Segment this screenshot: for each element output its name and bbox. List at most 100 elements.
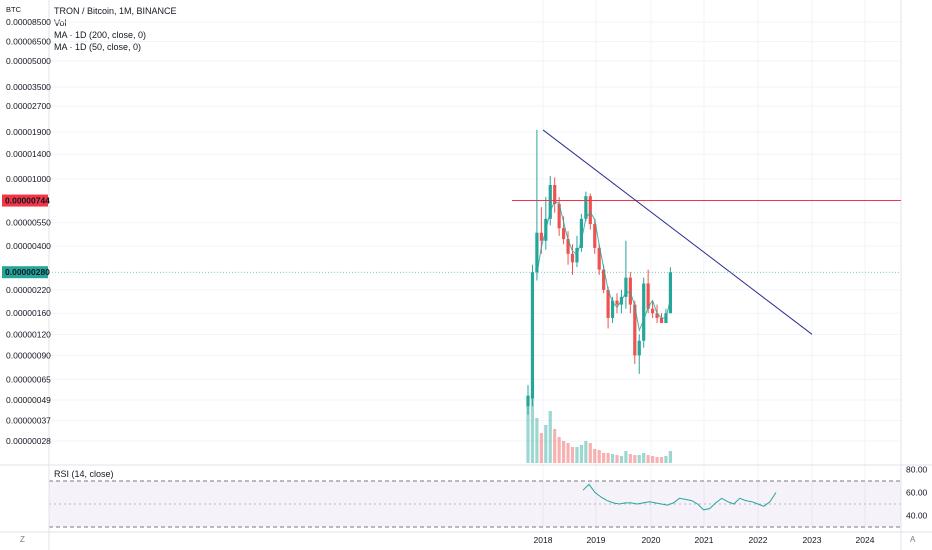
volume-bar	[624, 451, 628, 463]
volume-bar	[588, 443, 592, 463]
price-tick-label: 0.00002700	[6, 101, 51, 111]
volume-bar	[566, 443, 570, 463]
candle-body	[562, 228, 566, 240]
volume-bar	[664, 456, 668, 463]
price-tick-label: 0.00000400	[6, 241, 51, 251]
rsi-line	[582, 483, 777, 511]
candle-body	[575, 247, 579, 263]
volume-bar	[539, 433, 543, 463]
candle-body	[668, 272, 672, 314]
candles	[526, 129, 672, 415]
volume-bar	[575, 447, 579, 463]
volume-bar	[646, 455, 650, 463]
price-tick-label: 0.00005000	[6, 56, 51, 66]
volume-bar	[610, 454, 615, 463]
candle-body	[659, 317, 664, 324]
volume-bar	[628, 454, 632, 463]
rsi-tick-label: 80.00	[906, 465, 928, 475]
price-tick-label: 0.00000550	[6, 218, 51, 228]
candle-body	[610, 300, 615, 318]
descending-trendline[interactable]	[542, 129, 813, 335]
time-tick-label: 2019	[587, 535, 606, 545]
moving-average-line	[536, 200, 671, 333]
price-tick-label: 0.00001000	[6, 174, 51, 184]
currency-label: BTC	[6, 5, 21, 14]
candle-body	[646, 283, 650, 309]
volume-bar	[570, 447, 575, 463]
rsi-indicator-label[interactable]: RSI (14, close)	[54, 469, 114, 479]
volume-bar	[530, 393, 535, 463]
volume-bar	[557, 437, 561, 463]
price-tick-label: 0.00000120	[6, 329, 51, 339]
volume-bar	[655, 457, 659, 463]
volume-bar	[642, 453, 646, 463]
price-tick-label: 0.00000065	[6, 374, 51, 384]
price-tick-label: 0.00000160	[6, 308, 51, 318]
candle-body	[602, 269, 606, 290]
candle-body	[593, 224, 597, 248]
candle-body	[579, 218, 583, 248]
price-tick-label: 0.00000028	[6, 436, 51, 446]
candle-body	[570, 253, 575, 263]
candle-body	[642, 283, 646, 341]
volume-bar	[659, 457, 664, 463]
time-tick-label: 2018	[534, 535, 553, 545]
time-tick-label: 2024	[856, 535, 875, 545]
candle-body	[553, 184, 557, 204]
time-axis[interactable]: 2018 2019 2020 2021 2022 2023 2024	[534, 535, 875, 545]
candle-body	[566, 239, 570, 254]
time-tick-label: 2022	[749, 535, 768, 545]
candle-body	[584, 196, 588, 219]
price-tag-label: 0.00000744	[5, 196, 50, 206]
candle-body	[539, 232, 543, 241]
time-tick-label: 2020	[642, 535, 661, 545]
volume-bar	[544, 425, 548, 463]
volume-bar	[637, 455, 641, 463]
price-tick-label: 0.00000090	[6, 350, 51, 360]
ma50-indicator-label[interactable]: MA · 1D (50, close, 0)	[54, 42, 142, 52]
volume-bar	[579, 445, 583, 463]
price-tick-label: 0.00000049	[6, 395, 51, 405]
price-tick-label: 0.00001900	[6, 127, 51, 137]
chart-legend: TRON / Bitcoin, 1M, BINANCE Vol MA · 1D …	[54, 5, 177, 53]
volume-indicator-label[interactable]: Vol	[54, 18, 67, 28]
rsi-tick-label: 60.00	[906, 488, 928, 498]
volume-bar	[606, 453, 610, 463]
price-tick-label: 0.00001400	[6, 149, 51, 159]
volume-bar	[548, 411, 552, 463]
candle-body	[548, 184, 552, 219]
price-tag-label: 0.00000280	[5, 267, 50, 277]
price-axis[interactable]: 0.00008500 0.00006500 0.00005000 0.00003500…	[6, 17, 51, 446]
candle-body	[526, 395, 530, 407]
candle-body	[557, 203, 561, 229]
price-tag-box	[2, 266, 48, 279]
volume-bar	[651, 456, 655, 463]
rsi-axis: 80.00 60.00 40.00	[906, 465, 928, 521]
volume-bars	[526, 393, 672, 463]
auto-scale-button[interactable]: A	[910, 535, 916, 544]
candle-body	[615, 300, 619, 305]
candle-body	[606, 289, 610, 318]
candle-body	[588, 196, 592, 225]
rsi-tick-label: 40.00	[906, 511, 928, 521]
symbol-title[interactable]: TRON / Bitcoin, 1M, BINANCE	[54, 6, 177, 16]
volume-bar	[526, 405, 530, 463]
time-tick-label: 2021	[695, 535, 714, 545]
candle-body	[530, 272, 535, 399]
candle-body	[535, 232, 539, 273]
volume-bar	[597, 450, 601, 463]
price-tags: 0.00000744 0.00000280	[2, 194, 50, 279]
volume-bar	[602, 453, 606, 463]
volume-bar	[584, 441, 588, 463]
volume-bar	[562, 441, 566, 463]
volume-bar	[619, 456, 624, 463]
volume-bar	[615, 455, 619, 463]
candle-body	[655, 313, 659, 318]
zoom-button[interactable]: Z	[20, 535, 25, 544]
candle-body	[633, 304, 637, 356]
ma200-indicator-label[interactable]: MA · 1D (200, close, 0)	[54, 30, 147, 40]
candle-body	[651, 308, 655, 314]
volume-bar	[553, 429, 557, 463]
volume-bar	[593, 449, 597, 463]
